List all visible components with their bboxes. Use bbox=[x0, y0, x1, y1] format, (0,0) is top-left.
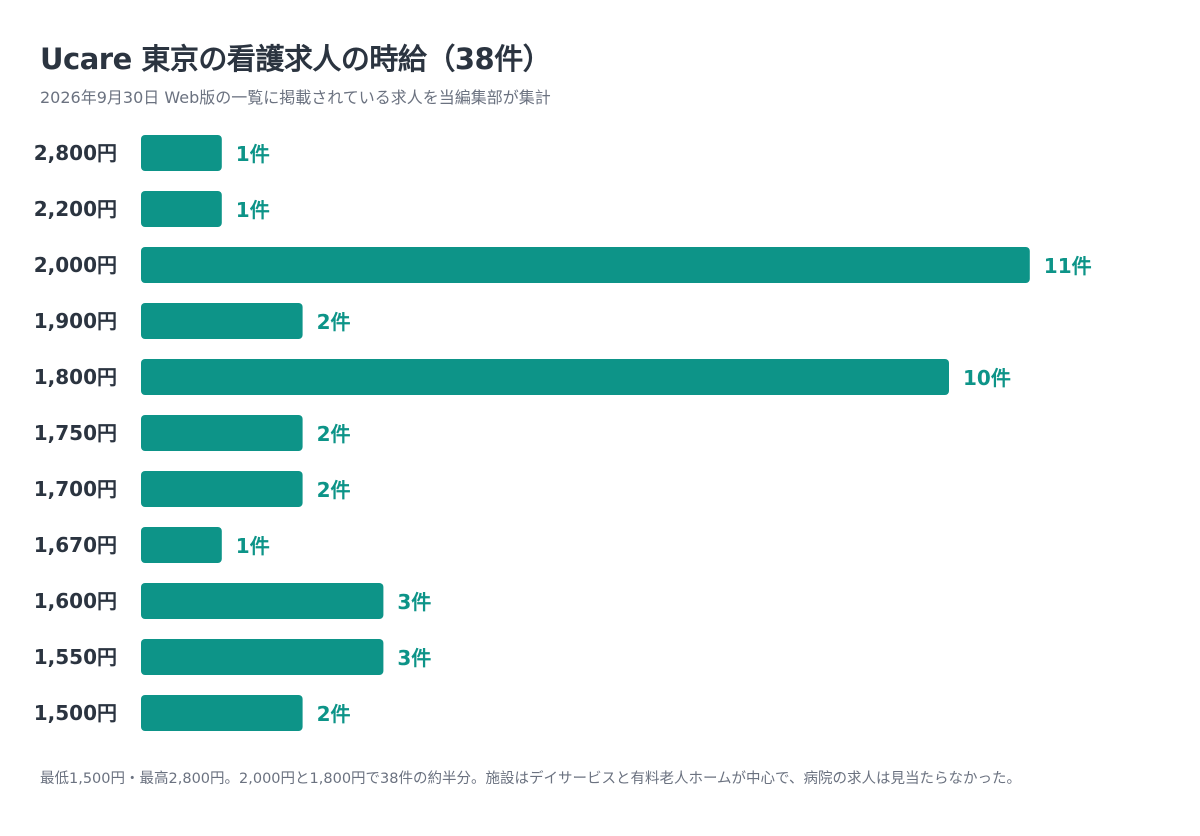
bar bbox=[141, 191, 222, 227]
category-label: 2,800円 bbox=[34, 141, 117, 165]
category-label: 1,500円 bbox=[34, 701, 117, 725]
category-label: 1,670円 bbox=[34, 533, 117, 557]
value-label: 11件 bbox=[1044, 254, 1092, 278]
bar bbox=[141, 527, 222, 563]
bar bbox=[141, 639, 384, 675]
bar bbox=[141, 359, 949, 395]
bar bbox=[141, 471, 303, 507]
category-label: 1,900円 bbox=[34, 309, 117, 333]
bar bbox=[141, 415, 303, 451]
bar bbox=[141, 135, 222, 171]
category-label: 1,700円 bbox=[34, 477, 117, 501]
category-label: 2,000円 bbox=[34, 253, 117, 277]
value-label: 1件 bbox=[236, 198, 270, 222]
category-label: 1,750円 bbox=[34, 421, 117, 445]
category-label: 1,800円 bbox=[34, 365, 117, 389]
bar bbox=[141, 583, 384, 619]
value-label: 2件 bbox=[317, 310, 351, 334]
value-label: 1件 bbox=[236, 142, 270, 166]
value-label: 1件 bbox=[236, 534, 270, 558]
chart-footnote: 最低1,500円・最高2,800円。2,000円と1,800円で38件の約半分。… bbox=[40, 771, 1021, 787]
chart-subtitle: 2026年9月30日 Web版の一覧に掲載されている求人を当編集部が集計 bbox=[40, 88, 551, 107]
bar bbox=[141, 695, 303, 731]
chart-title: Ucare 東京の看護求人の時給（38件） bbox=[40, 42, 552, 76]
category-label: 1,600円 bbox=[34, 589, 117, 613]
bar bbox=[141, 247, 1030, 283]
value-label: 3件 bbox=[397, 590, 431, 614]
value-label: 2件 bbox=[317, 702, 351, 726]
bar bbox=[141, 303, 303, 339]
category-label: 2,200円 bbox=[34, 197, 117, 221]
value-label: 10件 bbox=[963, 366, 1011, 390]
value-label: 2件 bbox=[317, 422, 351, 446]
value-label: 3件 bbox=[397, 646, 431, 670]
value-label: 2件 bbox=[317, 478, 351, 502]
category-label: 1,550円 bbox=[34, 645, 117, 669]
